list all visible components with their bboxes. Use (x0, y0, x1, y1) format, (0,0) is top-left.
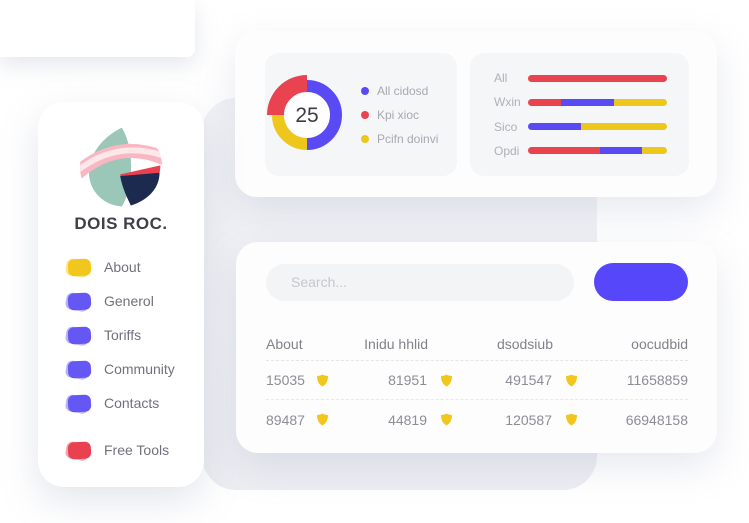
menu-blob-icon (64, 291, 92, 313)
table-cell: 15035 (266, 372, 356, 388)
stats-card: 25 All cidosd Kpi xioc Pcifn doinvi (235, 31, 717, 197)
sidebar-item-label: About (104, 259, 141, 275)
sidebar-item-toriffs[interactable]: Toriffs (64, 318, 196, 352)
brand-title: DOIS ROC. (74, 214, 168, 233)
cell-value: 491547 (505, 372, 552, 388)
shield-icon (566, 374, 577, 386)
legend-dot-icon (361, 86, 369, 95)
bar-label: Opdi (494, 143, 520, 158)
legend-item: Pcifn doinvi (361, 132, 438, 146)
donut-panel: 25 All cidosd Kpi xioc Pcifn doinvi (265, 53, 457, 176)
donut-chart: 25 (267, 74, 342, 150)
menu-blob-icon (64, 440, 92, 462)
bar-label: All (494, 71, 508, 86)
bottom-right-panel (638, 495, 749, 523)
cell-value: 81951 (388, 372, 427, 388)
stacked-bar (528, 123, 667, 131)
legend-item: All cidosd (361, 84, 438, 98)
cell-value: 44819 (388, 411, 427, 428)
legend-item: Kpi xioc (361, 108, 438, 122)
shield-icon (566, 413, 577, 426)
menu-blob-icon (64, 257, 92, 279)
shield-icon (316, 413, 328, 426)
sidebar: DOIS ROC. About Generol Toriffs (38, 102, 204, 487)
table-cell: 89487 (266, 412, 356, 428)
table-cell: 11658859 (577, 372, 688, 388)
data-table: About Inidu hhlid dsodsiub oocudbid 1503… (266, 327, 688, 439)
legend-label: Pcifn doinvi (377, 131, 439, 146)
brand-logo (80, 126, 162, 208)
sidebar-item-generol[interactable]: Generol (64, 284, 196, 318)
column-header-inidu-hhlid: Inidu hhlid (364, 335, 428, 352)
bar-label: Sico (494, 119, 518, 134)
table-cell: 120587 (452, 412, 577, 428)
stacked-bar (528, 147, 667, 155)
table-cell: 66948158 (577, 412, 688, 428)
bars-panel: All Wxin Sico Opdi (470, 53, 689, 176)
sidebar-menu: About Generol Toriffs Community (64, 250, 196, 467)
cell-value: 11658859 (626, 372, 688, 388)
legend-dot-icon (361, 134, 369, 143)
primary-action-button[interactable] (594, 263, 688, 301)
column-header-about: About (266, 335, 303, 352)
table-row: 15035 81951 491547 11658859 (266, 361, 688, 400)
cell-value: 66948158 (625, 411, 688, 428)
column-header-dsodsiub: dsodsiub (496, 335, 553, 352)
sidebar-item-about[interactable]: About (64, 250, 196, 284)
shield-icon (441, 374, 452, 386)
cell-value: 15035 (266, 372, 305, 388)
top-left-panel (0, 0, 195, 57)
menu-blob-icon (64, 325, 92, 347)
sidebar-item-label: Generol (104, 293, 154, 309)
search-row (266, 263, 688, 301)
sidebar-item-contacts[interactable]: Contacts (64, 386, 196, 420)
donut-value: 25 (295, 104, 318, 127)
table-cell: 491547 (452, 372, 577, 388)
bar-label: Wxin (494, 95, 521, 110)
donut-legend: All cidosd Kpi xioc Pcifn doinvi (361, 84, 438, 146)
menu-blob-icon (64, 393, 92, 415)
sidebar-item-community[interactable]: Community (64, 352, 196, 386)
bar-row: Opdi (494, 144, 667, 158)
bar-row: Sico (494, 120, 667, 134)
bar-row: Wxin (494, 95, 667, 109)
sidebar-item-label: Toriffs (104, 327, 142, 343)
stacked-bar (528, 98, 667, 106)
menu-blob-icon (64, 359, 92, 381)
bar-row: All (494, 71, 667, 85)
search-input[interactable] (266, 263, 574, 301)
table-cell: 44819 (356, 412, 452, 428)
cell-value: 120587 (505, 411, 552, 428)
shield-icon (441, 413, 452, 426)
legend-label: Kpi xioc (377, 107, 420, 122)
shield-icon (316, 374, 328, 386)
cell-value: 89487 (266, 411, 305, 428)
legend-dot-icon (361, 110, 369, 119)
sidebar-item-free-tools[interactable]: Free Tools (64, 433, 196, 467)
legend-label: All cidosd (377, 83, 429, 98)
column-header-oocudbid: oocudbid (631, 335, 688, 352)
sidebar-item-label: Contacts (104, 395, 160, 411)
stacked-bar (528, 74, 667, 82)
table-cell: 81951 (356, 372, 452, 388)
sidebar-item-label: Community (104, 361, 175, 377)
table-header-row: About Inidu hhlid dsodsiub oocudbid (266, 327, 688, 361)
sidebar-item-label: Free Tools (104, 442, 170, 458)
table-row: 89487 44819 120587 66948158 (266, 400, 688, 439)
table-card: About Inidu hhlid dsodsiub oocudbid 1503… (236, 242, 717, 453)
donut-center (284, 91, 330, 138)
